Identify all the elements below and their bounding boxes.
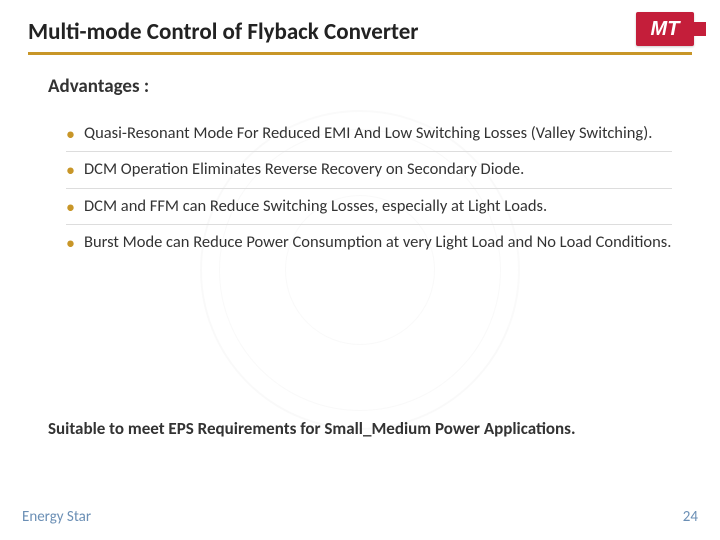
brand-logo: MT — [636, 12, 694, 46]
slide-title: Multi-mode Control of Flyback Converter — [28, 18, 692, 50]
slide-content: Advantages : Quasi-Resonant Mode For Red… — [0, 55, 720, 261]
list-item: DCM and FFM can Reduce Switching Losses,… — [66, 189, 672, 225]
page-number: 24 — [683, 508, 698, 526]
advantages-list: Quasi-Resonant Mode For Reduced EMI And … — [48, 116, 672, 261]
list-item: DCM Operation Eliminates Reverse Recover… — [66, 152, 672, 188]
summary-statement: Suitable to meet EPS Requirements for Sm… — [48, 418, 672, 439]
footer-label: Energy Star — [22, 508, 91, 526]
list-item: Quasi-Resonant Mode For Reduced EMI And … — [66, 116, 672, 152]
list-item: Burst Mode can Reduce Power Consumption … — [66, 225, 672, 260]
logo-text: MT — [651, 18, 680, 41]
section-subtitle: Advantages : — [48, 75, 672, 98]
slide-header: Multi-mode Control of Flyback Converter … — [0, 0, 720, 55]
